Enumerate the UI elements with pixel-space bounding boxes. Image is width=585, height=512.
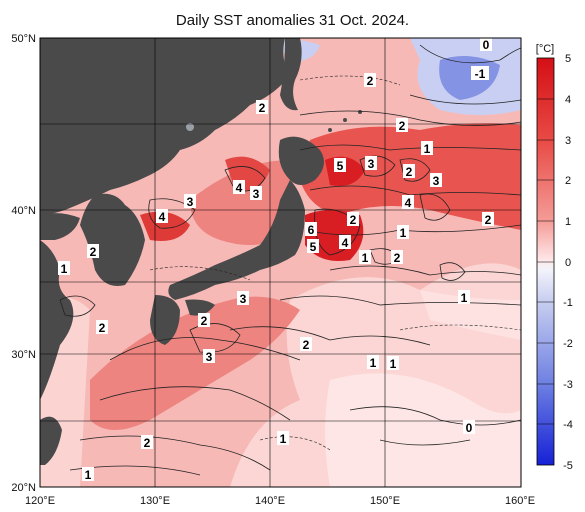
contour-label: 6 (308, 223, 315, 237)
lat-label-40n: 40°N (11, 205, 36, 217)
colorbar: [°C] 5 4 3 2 1 0 -1 -2 -3 -4 -5 (536, 43, 573, 472)
contour-label: 3 (368, 157, 375, 171)
colorbar-tick: -5 (563, 460, 573, 472)
contour-label: 2 (399, 119, 406, 133)
map-title: Daily SST anomalies 31 Oct. 2024. (175, 12, 410, 29)
contour-label: 4 (159, 210, 166, 224)
contour-lines-dashed (149, 75, 521, 451)
colorbar-tick: 2 (565, 175, 571, 187)
map-frame (39, 37, 522, 488)
contour-label: -1 (475, 67, 486, 81)
lon-label-160e: 160°E (505, 495, 535, 507)
contour-label: 1 (400, 226, 407, 240)
colorbar-unit: [°C] (536, 43, 554, 55)
map-plot-area: 0 -1 2 2 2 1 5 3 2 3 4 3 4 2 4 3 2 6 5 4… (40, 38, 521, 487)
sea-hot-core-3 (140, 211, 190, 241)
contour-label: 0 (466, 421, 473, 435)
contour-label: 1 (362, 251, 369, 265)
colorbar-tick: 0 (565, 257, 571, 269)
sea-warm-region-2 (190, 160, 294, 245)
lat-label-20n: 20°N (11, 482, 36, 494)
contour-label: 2 (485, 213, 492, 227)
graticule-lines (40, 38, 521, 487)
contour-label: 2 (394, 251, 401, 265)
contour-label: 1 (370, 356, 377, 370)
land-shandong (40, 213, 80, 240)
contour-label: 1 (461, 291, 468, 305)
land-asia (40, 38, 290, 215)
colorbar-scale (536, 57, 555, 466)
contour-label: 3 (433, 174, 440, 188)
contour-label: 2 (303, 338, 310, 352)
contour-value-labels: 0 -1 2 2 2 1 5 3 2 3 4 3 4 2 4 3 2 6 5 4… (58, 38, 494, 482)
contour-label: 1 (390, 357, 397, 371)
contour-label: 3 (253, 187, 260, 201)
colorbar-tick: -1 (563, 297, 573, 309)
colorbar-tick: 4 (565, 94, 571, 106)
colorbar-tick: -2 (563, 338, 573, 350)
land-shikoku (185, 299, 215, 316)
contour-label: 2 (201, 314, 208, 328)
colorbar-tick: -3 (563, 379, 573, 391)
colorbar-tick: -4 (563, 419, 573, 431)
colorbar-tick: 1 (565, 216, 571, 228)
contour-label: 2 (90, 245, 97, 259)
contour-label: 4 (342, 236, 349, 250)
land-hokkaido (278, 136, 324, 185)
lon-axis-labels: 120°E 130°E 140°E 150°E 160°E (25, 495, 535, 507)
lat-label-50n: 50°N (11, 33, 36, 45)
contour-label: 2 (144, 436, 151, 450)
lon-label-140e: 140°E (255, 495, 285, 507)
land-sakhalin (280, 38, 302, 111)
sea-warm-region (90, 296, 300, 430)
colorbar-tick: 5 (565, 53, 571, 65)
lat-label-30n: 30°N (11, 349, 36, 361)
contour-label: 3 (187, 195, 194, 209)
lat-axis-labels: 50°N 40°N 30°N 20°N (11, 33, 36, 494)
sea-lighter-region (325, 373, 521, 487)
contour-label: 1 (61, 262, 68, 276)
contour-label: 4 (405, 196, 412, 210)
contour-label: 2 (99, 321, 106, 335)
contour-label: 2 (350, 213, 357, 227)
land-asia-south (40, 240, 74, 400)
land-honshu (168, 180, 305, 300)
contour-label: 2 (367, 74, 374, 88)
land-kyushu (150, 295, 180, 345)
lon-label-130e: 130°E (140, 495, 170, 507)
land-taiwan (40, 416, 62, 465)
contour-label: 3 (240, 292, 247, 306)
contour-label: 1 (85, 468, 92, 482)
contour-label: 1 (424, 142, 431, 156)
lon-label-150e: 150°E (370, 495, 400, 507)
lon-label-120e: 120°E (25, 495, 55, 507)
land-korea (80, 193, 145, 286)
contour-label: 5 (310, 240, 317, 254)
contour-label: 5 (337, 159, 344, 173)
contour-label: 1 (280, 432, 287, 446)
colorbar-tick: 3 (565, 135, 571, 147)
contour-label: 3 (206, 350, 213, 364)
contour-label: 0 (483, 38, 490, 52)
contour-label: 2 (406, 165, 413, 179)
contour-label: 2 (259, 101, 266, 115)
contour-label: 4 (236, 181, 243, 195)
